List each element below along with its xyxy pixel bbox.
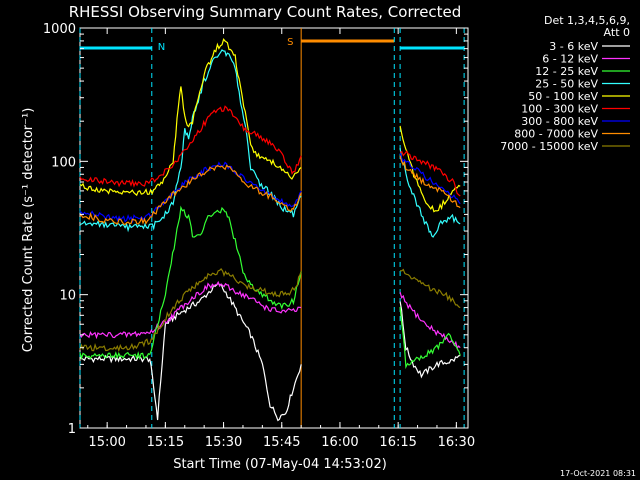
- series-line: [79, 49, 302, 233]
- series-line: [399, 152, 461, 205]
- legend-entry-label: 6 - 12 keV: [542, 53, 598, 66]
- series-line: [399, 301, 461, 379]
- night-flag-label: N: [158, 42, 165, 53]
- saa-flag-label: S: [287, 37, 293, 48]
- series-line: [399, 147, 461, 238]
- legend-entry-label: 7000 - 15000 keV: [500, 140, 598, 153]
- legend-header: Det 1,3,4,5,6,9,: [544, 14, 630, 27]
- series-line: [79, 164, 302, 226]
- y-tick-label: 100: [51, 155, 76, 170]
- series-line: [79, 267, 302, 353]
- series-line: [79, 282, 302, 422]
- series-line: [399, 292, 461, 350]
- x-tick-label: 16:00: [321, 435, 358, 450]
- chart-title: RHESSI Observing Summary Count Rates, Co…: [69, 3, 462, 21]
- legend-entry-label: 50 - 100 keV: [528, 90, 598, 103]
- series-line: [79, 205, 302, 361]
- y-axis-label: Corrected Count Rate (s⁻¹ detector⁻¹): [21, 108, 36, 353]
- y-tick-label: 10: [59, 289, 76, 304]
- x-tick-label: 15:15: [147, 435, 184, 450]
- series-line: [79, 38, 302, 197]
- x-tick-label: 15:00: [88, 435, 125, 450]
- series-line: [399, 306, 461, 370]
- x-tick-label: 15:30: [205, 435, 242, 450]
- x-tick-label: 16:30: [438, 435, 475, 450]
- legend-entry-label: 12 - 25 keV: [535, 65, 598, 78]
- axes: 15:00 15:15 15:30 15:45 16:00 16:15 16:30 1 10 10…: [43, 22, 475, 450]
- y-tick-label: 1000: [43, 22, 76, 37]
- series-line: [400, 268, 461, 309]
- series-line: [399, 150, 461, 197]
- legend-entry-label: 3 - 6 keV: [549, 40, 598, 53]
- x-tick-label: 16:15: [379, 435, 416, 450]
- data-series: [79, 38, 461, 422]
- series-line: [79, 161, 302, 224]
- legend-entry-label: 25 - 50 keV: [535, 78, 598, 91]
- x-axis-label: Start Time (07-May-04 14:53:02): [173, 457, 387, 472]
- timestamp: 17-Oct-2021 08:31: [560, 469, 636, 478]
- legend-entry-label: 300 - 800 keV: [521, 115, 598, 128]
- x-tick-label: 15:45: [263, 435, 300, 450]
- series-line: [79, 280, 302, 340]
- legend-entry-label: 100 - 300 keV: [521, 103, 598, 116]
- plot-area-frame: [79, 27, 469, 429]
- legend-header: Att 0: [604, 26, 630, 39]
- series-line: [79, 105, 302, 188]
- interval-lines: [79, 28, 465, 428]
- series-line: [399, 155, 461, 209]
- y-tick-label: 1: [68, 422, 76, 437]
- legend-entry-label: 800 - 7000 keV: [514, 128, 598, 141]
